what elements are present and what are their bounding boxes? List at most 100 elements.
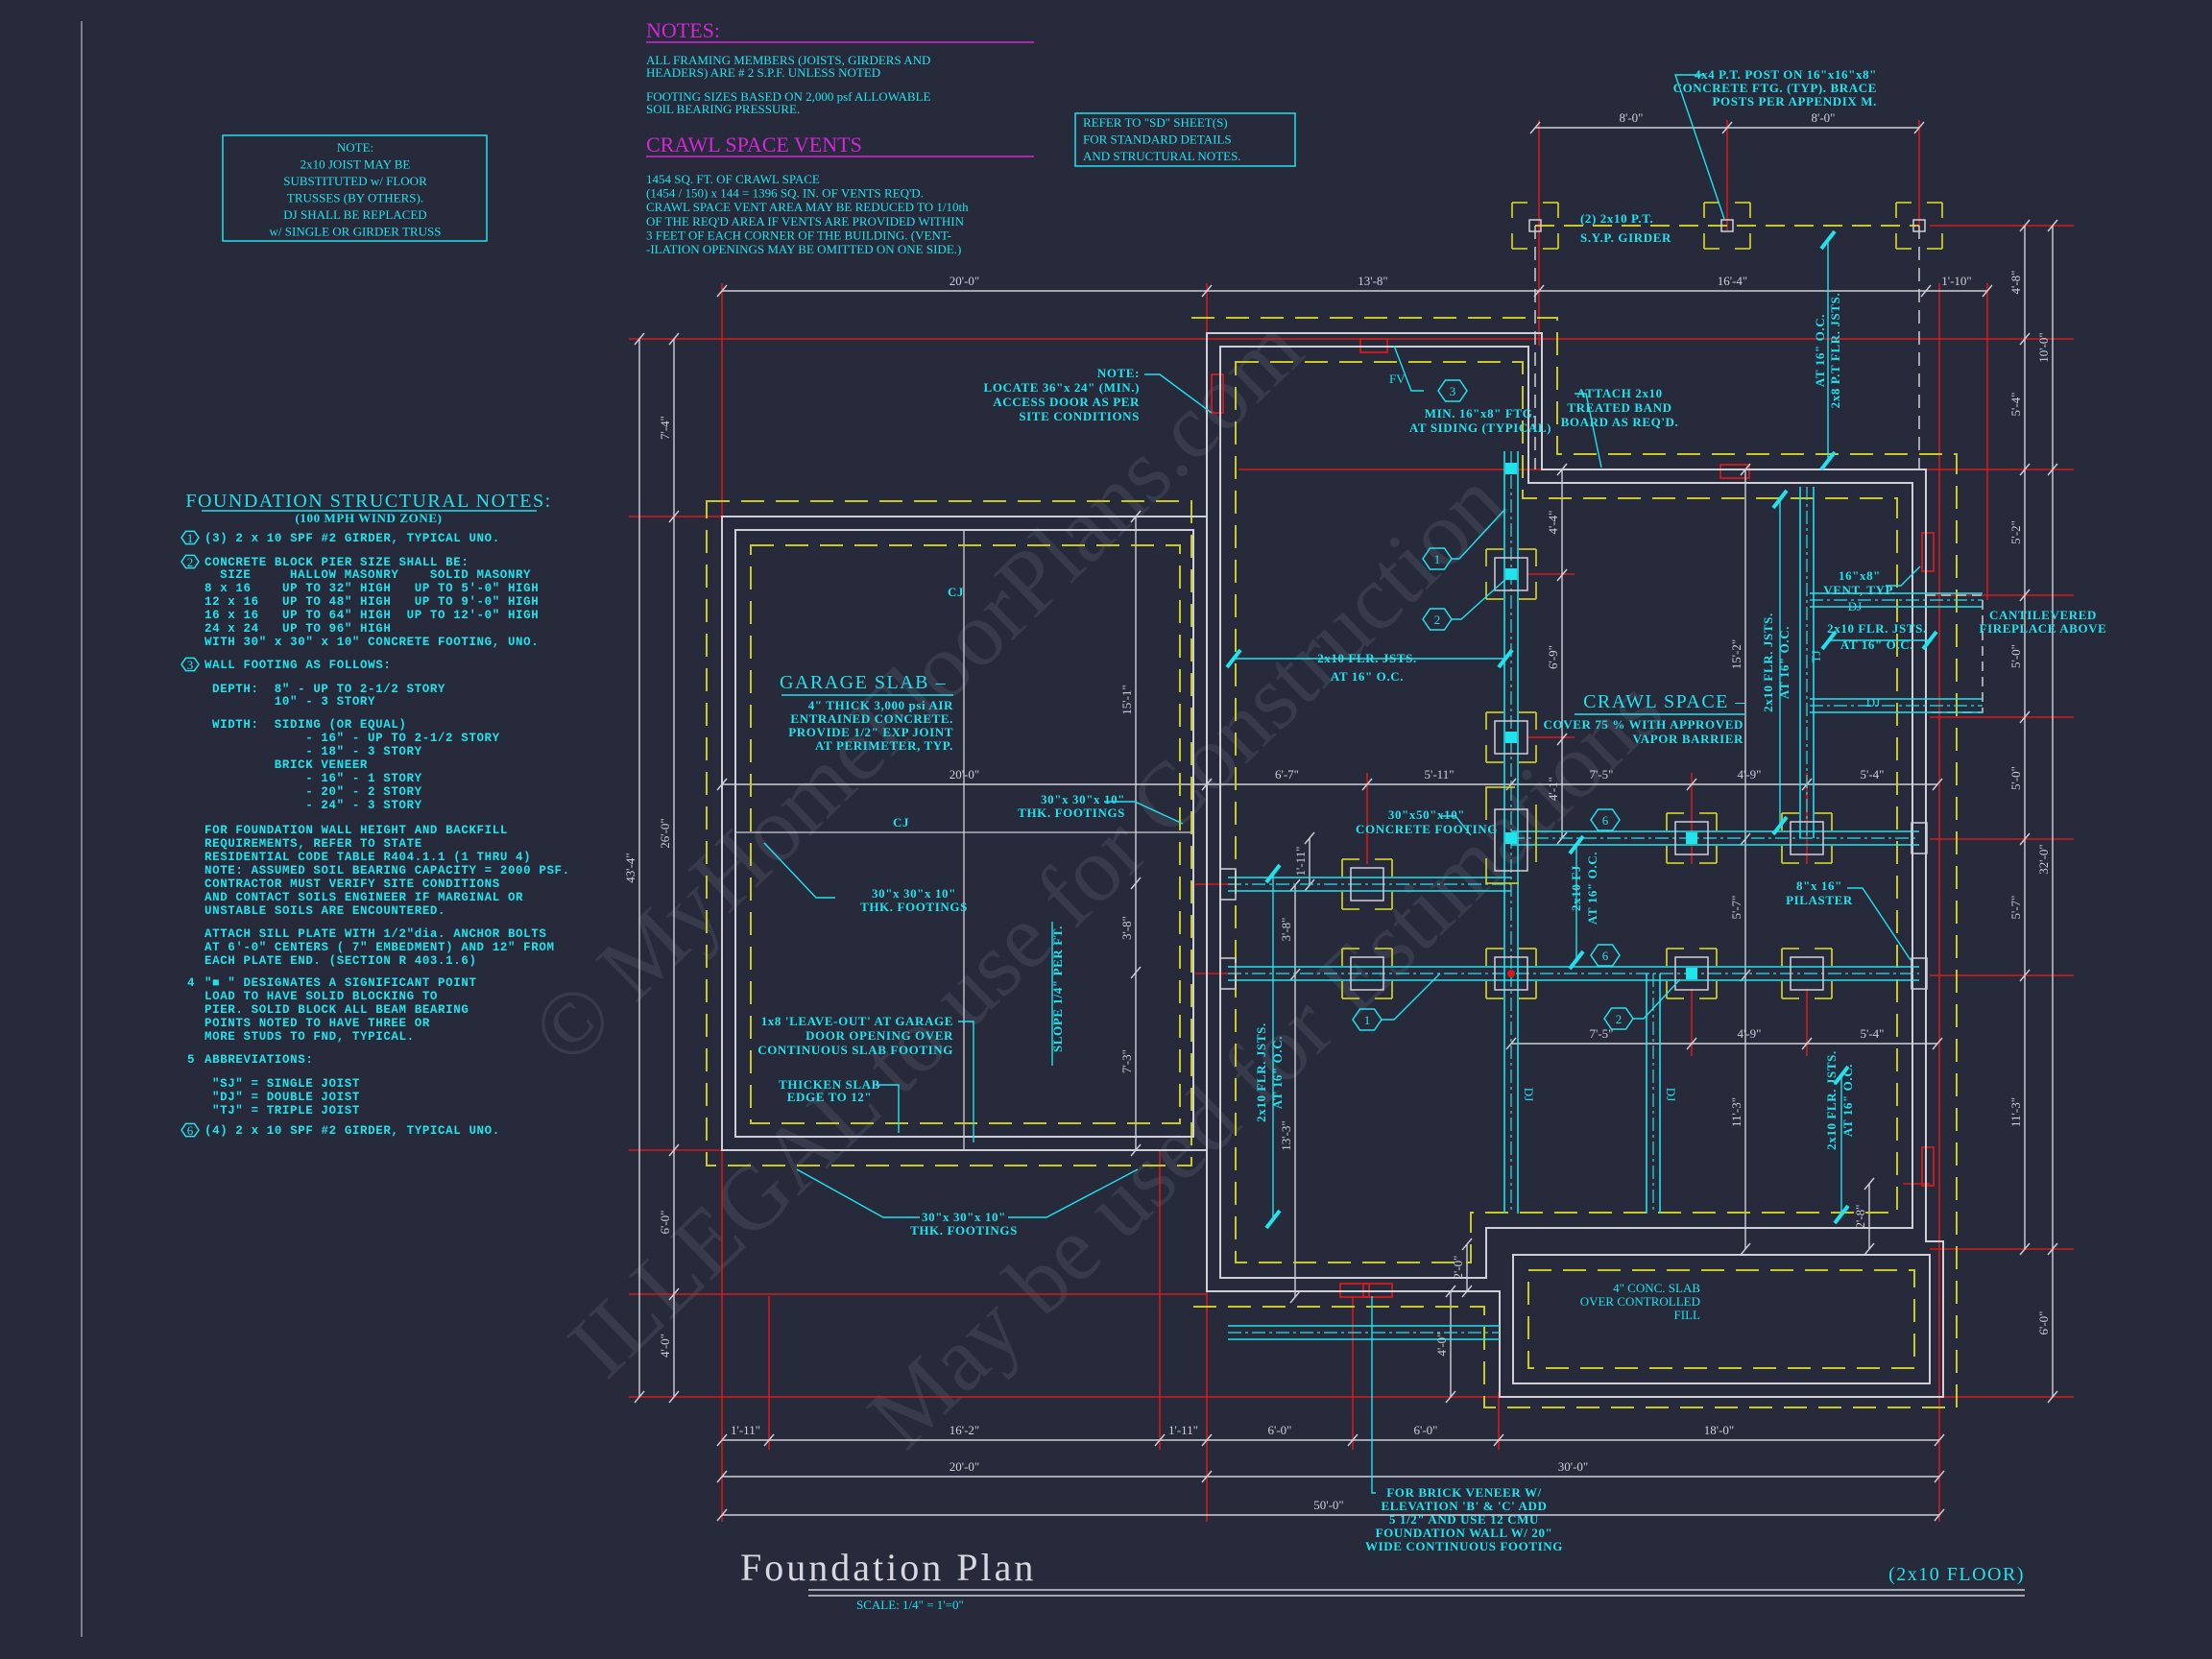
crawl-space-title: CRAWL SPACE – <box>1583 691 1746 712</box>
garage-dimension: 3'-8" <box>1119 916 1134 940</box>
brick-veneer-note-line: ELEVATION 'B' & 'C' ADD <box>1382 1499 1548 1513</box>
structural-note-marker-number: 2 <box>187 555 194 569</box>
vent-note: 16"x8" VENT, TYP. <box>1823 568 1895 597</box>
house-footing-inner <box>1235 361 1898 1263</box>
dimension-tick <box>2019 219 2031 232</box>
dimension-tick <box>1201 284 1213 298</box>
crawl-dimension: 11'-3" <box>1729 1097 1743 1127</box>
porch-joists-label: AT 16" O.C.2x8 P.T FLR. JSTS. <box>1813 293 1842 409</box>
floor-truss-note-line: 2x10 JOIST MAY BE <box>301 157 411 172</box>
dimension-tick <box>1932 778 1943 791</box>
slab-note: 4" CONC. SLAB OVER CONTROLLED FILL <box>1580 1281 1701 1322</box>
structural-notes-heading: FOUNDATION STRUCTURAL NOTES: <box>185 491 551 512</box>
dimension-tick <box>1721 121 1733 134</box>
hexagon-icon <box>1590 944 1621 967</box>
structural-note-line: WALL FOOTING AS FOLLOWS: <box>204 659 391 672</box>
plan-marker: 1 <box>1422 547 1453 570</box>
dimension-tick <box>1686 1037 1697 1050</box>
crawl-dimension: 4'-4" <box>1546 511 1560 535</box>
crawl-dimension: 5'-7" <box>1729 896 1743 920</box>
dimension-tick <box>2019 832 2031 846</box>
porch-post <box>1912 219 1926 232</box>
structural-notes-subheading: (100 MPH WIND ZONE) <box>295 511 442 525</box>
crawl-vent <box>1921 532 1935 572</box>
notes-heading: NOTES: <box>646 18 720 42</box>
point-load-marker <box>1686 968 1697 979</box>
access-door-note-line: NOTE: <box>1097 366 1140 380</box>
garage-slab-note-line: 4" THICK 3,000 psi AIR <box>808 698 953 712</box>
structural-note-line: REQUIREMENTS, REFER TO STATE <box>204 837 422 851</box>
structural-note-line: SIZE HALLOW MASONRY SOLID MASONRY <box>212 568 531 582</box>
right-inner-dimension: 5'-4" <box>2008 393 2023 417</box>
dimension-tick <box>716 1508 728 1522</box>
leave-out-note: 1x8 'LEAVE-OUT' AT GARAGE DOOR OPENING OV… <box>757 1014 953 1057</box>
joist-span-slash <box>1225 648 1242 669</box>
dimension-tick <box>2019 1242 2031 1256</box>
dimension-tick <box>668 1143 680 1157</box>
pilaster-note-line: 8"x 16" <box>1796 878 1842 893</box>
interior-dimension: 5'-4" <box>1861 1026 1885 1041</box>
joist-span-slash <box>1264 863 1282 884</box>
garage-wall-outer <box>721 516 1208 1151</box>
crawl-space-note-line: COVER 75 % WITH APPROVED <box>1544 717 1743 732</box>
crawl-vents-text-line: 1454 SQ. FT. OF CRAWL SPACE <box>646 172 820 186</box>
right-inner-dimension: 4'-8" <box>2008 271 2023 295</box>
crawl-vent <box>1719 464 1750 479</box>
dimension-tick <box>2019 463 2031 476</box>
bottom-dimension: 1'-11" <box>731 1423 760 1437</box>
leader-line <box>796 1168 920 1218</box>
floor-joist-label-line: 2x10 FJ <box>1569 865 1583 911</box>
dimension-tick <box>1913 121 1925 134</box>
right-inner-dimension: 5'-0" <box>2008 766 2023 790</box>
top-dimension: 16'-4" <box>1718 274 1747 288</box>
dimension-tick <box>1934 1508 1945 1522</box>
crawl-dimension: 15'-2" <box>1729 639 1743 669</box>
vent-note-line: VENT, TYP. <box>1823 583 1895 597</box>
interior-dimension: 20'-0" <box>950 767 979 781</box>
footings-note-line: THK. FOOTINGS <box>1018 805 1125 820</box>
structural-note-line: "DJ" = DOUBLE JOIST <box>212 1091 360 1104</box>
dimension-tick <box>2019 589 2031 602</box>
interior-dimension: 4'-9" <box>1738 1026 1762 1041</box>
foundation-walls <box>721 202 1944 1398</box>
pilaster <box>1911 822 1928 854</box>
structural-note-marker-number: 3 <box>187 658 194 672</box>
dimension-tick <box>1740 1242 1751 1256</box>
top-dimension: 20'-0" <box>950 274 979 288</box>
structural-note-line: "SJ" = SINGLE JOIST <box>212 1077 360 1091</box>
pilaster-note-line: PILASTER <box>1786 893 1853 907</box>
upper-joists-label: 2x10 FLR. JSTS. AT 16" O.C. <box>1317 651 1417 684</box>
hexagon-icon <box>180 1122 200 1138</box>
dimension-tick <box>1863 1242 1875 1256</box>
point-load-marker <box>1686 832 1697 844</box>
interior-dimension: 7'-5" <box>1590 1026 1614 1041</box>
structural-note-line: 12 x 16 UP TO 48" HIGH UP TO 9'-0" HIGH <box>204 595 539 609</box>
leader-line <box>1382 973 1441 1021</box>
triple-joist-label: TJ <box>1809 651 1823 663</box>
top-dimension: 1'-10" <box>1941 274 1971 288</box>
footing-size-note-line: SOIL BEARING PRESSURE. <box>646 102 800 116</box>
point-load-marker <box>1505 463 1517 474</box>
footings-note: 30"x 30"x 10" THK. FOOTINGS <box>910 1210 1018 1238</box>
upper-joists-label-line: 2x10 FLR. JSTS. <box>1317 651 1417 665</box>
structural-note-line: AT 6'-0" CENTERS ( 7" EMBEDMENT) AND 12"… <box>204 941 555 954</box>
dimension-tick <box>2047 1390 2058 1404</box>
misc-dimension: 2'-8" <box>1853 1205 1867 1229</box>
plan-marker: 3 <box>1437 379 1468 402</box>
leader-line <box>958 1021 974 1142</box>
garage-slab-note-line: AT PERIMETER, TYP. <box>815 738 953 753</box>
right-inner-dimension: 5'-0" <box>2008 644 2023 668</box>
hexagon-icon <box>1422 608 1453 631</box>
plan-marker-number: 1 <box>1364 1013 1371 1027</box>
fireplace-cantilever-outline <box>1926 594 1984 713</box>
porch-joists-label-line: 2x8 P.T FLR. JSTS. <box>1828 293 1842 409</box>
crawl-dimension: 3'-8" <box>1279 918 1293 942</box>
structural-note-line: DEPTH: 8" - UP TO 2-1/2 STORY <box>212 683 445 696</box>
refer-note-line: FOR STANDARD DETAILS <box>1083 132 1232 147</box>
structural-note-line: - 20" - 2 STORY <box>212 785 422 799</box>
hexagon-icon <box>180 657 200 672</box>
porch-post-note-line: CONCRETE FTG. (TYP). BRACE <box>1673 81 1877 95</box>
footings-note-line: THK. FOOTINGS <box>860 900 968 914</box>
dimension-tick <box>1920 284 1932 298</box>
